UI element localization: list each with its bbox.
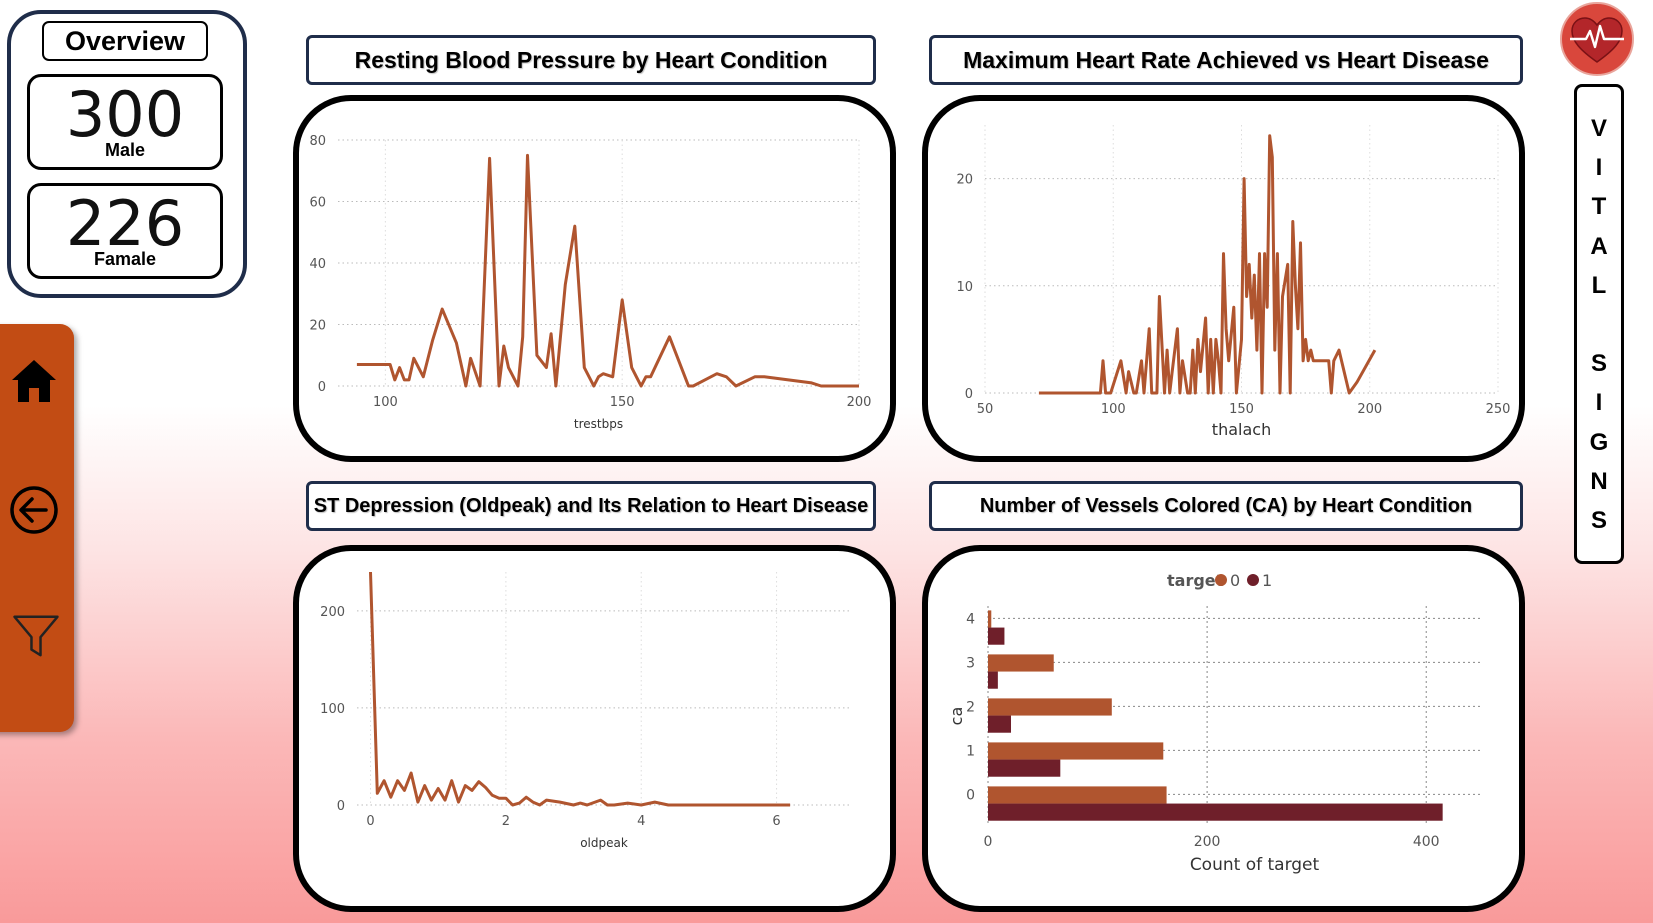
bar-ca-0-target-0 <box>988 786 1167 804</box>
x-tick-label: 200 <box>1357 402 1382 417</box>
x-tick-label: 4 <box>637 814 645 829</box>
overview-title: Overview <box>42 21 208 61</box>
vital-signs-banner: V I T A L S I G N S <box>1574 84 1624 564</box>
back-arrow-icon[interactable] <box>8 484 60 536</box>
x-tick-label: 2 <box>502 814 510 829</box>
series-line <box>369 571 791 807</box>
x-axis-label: oldpeak <box>580 836 628 850</box>
oldpeak-line-chart: 0 100 200 0 2 4 6 oldpeak <box>320 571 851 850</box>
x-tick-label: 0 <box>366 814 374 829</box>
y-tick-label: 0 <box>965 387 973 402</box>
heart-pulse-icon <box>1570 17 1624 63</box>
bar-ca-4-target-1 <box>988 627 1005 645</box>
y-tick-label: 10 <box>956 280 973 295</box>
y-tick-label: 40 <box>309 257 326 272</box>
y-tick-label: 20 <box>309 319 326 334</box>
male-count: 300 <box>65 78 185 151</box>
trestbps-line-chart: 0 20 40 60 80 100 150 200 trestbps <box>309 134 872 431</box>
y-tick-label: 3 <box>966 655 975 671</box>
thalach-line-chart: 0 10 20 50 100 150 200 250 thalach <box>956 125 1511 439</box>
x-axis-label: trestbps <box>574 417 623 431</box>
x-tick-label: 250 <box>1486 402 1511 417</box>
y-tick-label: 0 <box>337 799 345 814</box>
filter-icon[interactable] <box>10 610 62 662</box>
legend-marker <box>1247 574 1259 586</box>
y-axis-label: ca <box>947 707 966 726</box>
chart-title-ca: Number of Vessels Colored (CA) by Heart … <box>929 481 1523 531</box>
female-count-card: 226 Famale <box>27 183 223 279</box>
bar-ca-2-target-0 <box>988 698 1112 716</box>
y-tick-label: 20 <box>956 173 973 188</box>
x-tick-label: 200 <box>1194 834 1221 850</box>
chart-title-trestbps: Resting Blood Pressure by Heart Conditio… <box>306 35 876 85</box>
y-tick-label: 100 <box>320 702 345 717</box>
legend-marker <box>1215 574 1227 586</box>
y-tick-label: 80 <box>309 134 326 149</box>
chart-thalach: 0 10 20 50 100 150 200 250 thalach <box>922 95 1525 462</box>
bar-ca-1-target-0 <box>988 742 1164 760</box>
y-tick-label: 4 <box>966 611 975 627</box>
male-label: Male <box>104 140 146 160</box>
sidebar-nav <box>0 324 74 732</box>
y-tick-label: 200 <box>320 605 345 620</box>
chart-ca: target 0 1 0 200 400 Count of target ca 0 1 2 3 4 <box>922 545 1525 912</box>
y-tick-label: 60 <box>309 196 326 211</box>
x-tick-label: 100 <box>1101 402 1126 417</box>
bar-ca-3-target-0 <box>988 654 1054 672</box>
x-tick-label: 150 <box>610 395 635 410</box>
legend-label: 0 <box>1230 571 1240 590</box>
x-tick-label: 200 <box>847 395 872 410</box>
legend-label: 1 <box>1262 571 1272 590</box>
bar-ca-0-target-1 <box>988 803 1443 821</box>
bar-ca-4-target-0 <box>988 610 992 628</box>
male-count-card: 300 Male <box>27 74 223 170</box>
series-line <box>1038 134 1377 395</box>
y-tick-label: 0 <box>318 380 326 395</box>
x-tick-label: 0 <box>984 834 993 850</box>
series-line <box>356 153 859 388</box>
chart-trestbps: 0 20 40 60 80 100 150 200 trestbps <box>293 95 896 462</box>
chart-title-oldpeak: ST Depression (Oldpeak) and Its Relation… <box>306 481 876 531</box>
x-tick-label: 6 <box>772 814 780 829</box>
x-axis-label: thalach <box>1212 420 1271 439</box>
female-count: 226 <box>65 187 185 260</box>
bar-ca-2-target-1 <box>988 715 1012 733</box>
x-tick-label: 100 <box>373 395 398 410</box>
y-tick-label: 0 <box>966 787 975 803</box>
bar-ca-3-target-1 <box>988 671 998 689</box>
ca-bar-chart: target 0 1 0 200 400 Count of target ca 0 1 2 3 4 <box>947 571 1481 875</box>
bar-ca-1-target-1 <box>988 759 1061 777</box>
heart-logo <box>1560 2 1634 76</box>
x-tick-label: 50 <box>977 402 994 417</box>
x-axis-label: Count of target <box>1190 855 1320 875</box>
legend-title: target <box>1167 571 1224 590</box>
home-icon[interactable] <box>8 356 60 408</box>
y-tick-label: 2 <box>966 699 975 715</box>
chart-title-thalach: Maximum Heart Rate Achieved vs Heart Dis… <box>929 35 1523 85</box>
x-tick-label: 400 <box>1413 834 1440 850</box>
vital-signs-text: V I T A L S I G N S <box>1589 115 1609 535</box>
x-tick-label: 150 <box>1229 402 1254 417</box>
female-label: Famale <box>93 249 157 269</box>
y-tick-label: 1 <box>966 743 975 759</box>
chart-oldpeak: 0 100 200 0 2 4 6 oldpeak <box>293 545 896 912</box>
